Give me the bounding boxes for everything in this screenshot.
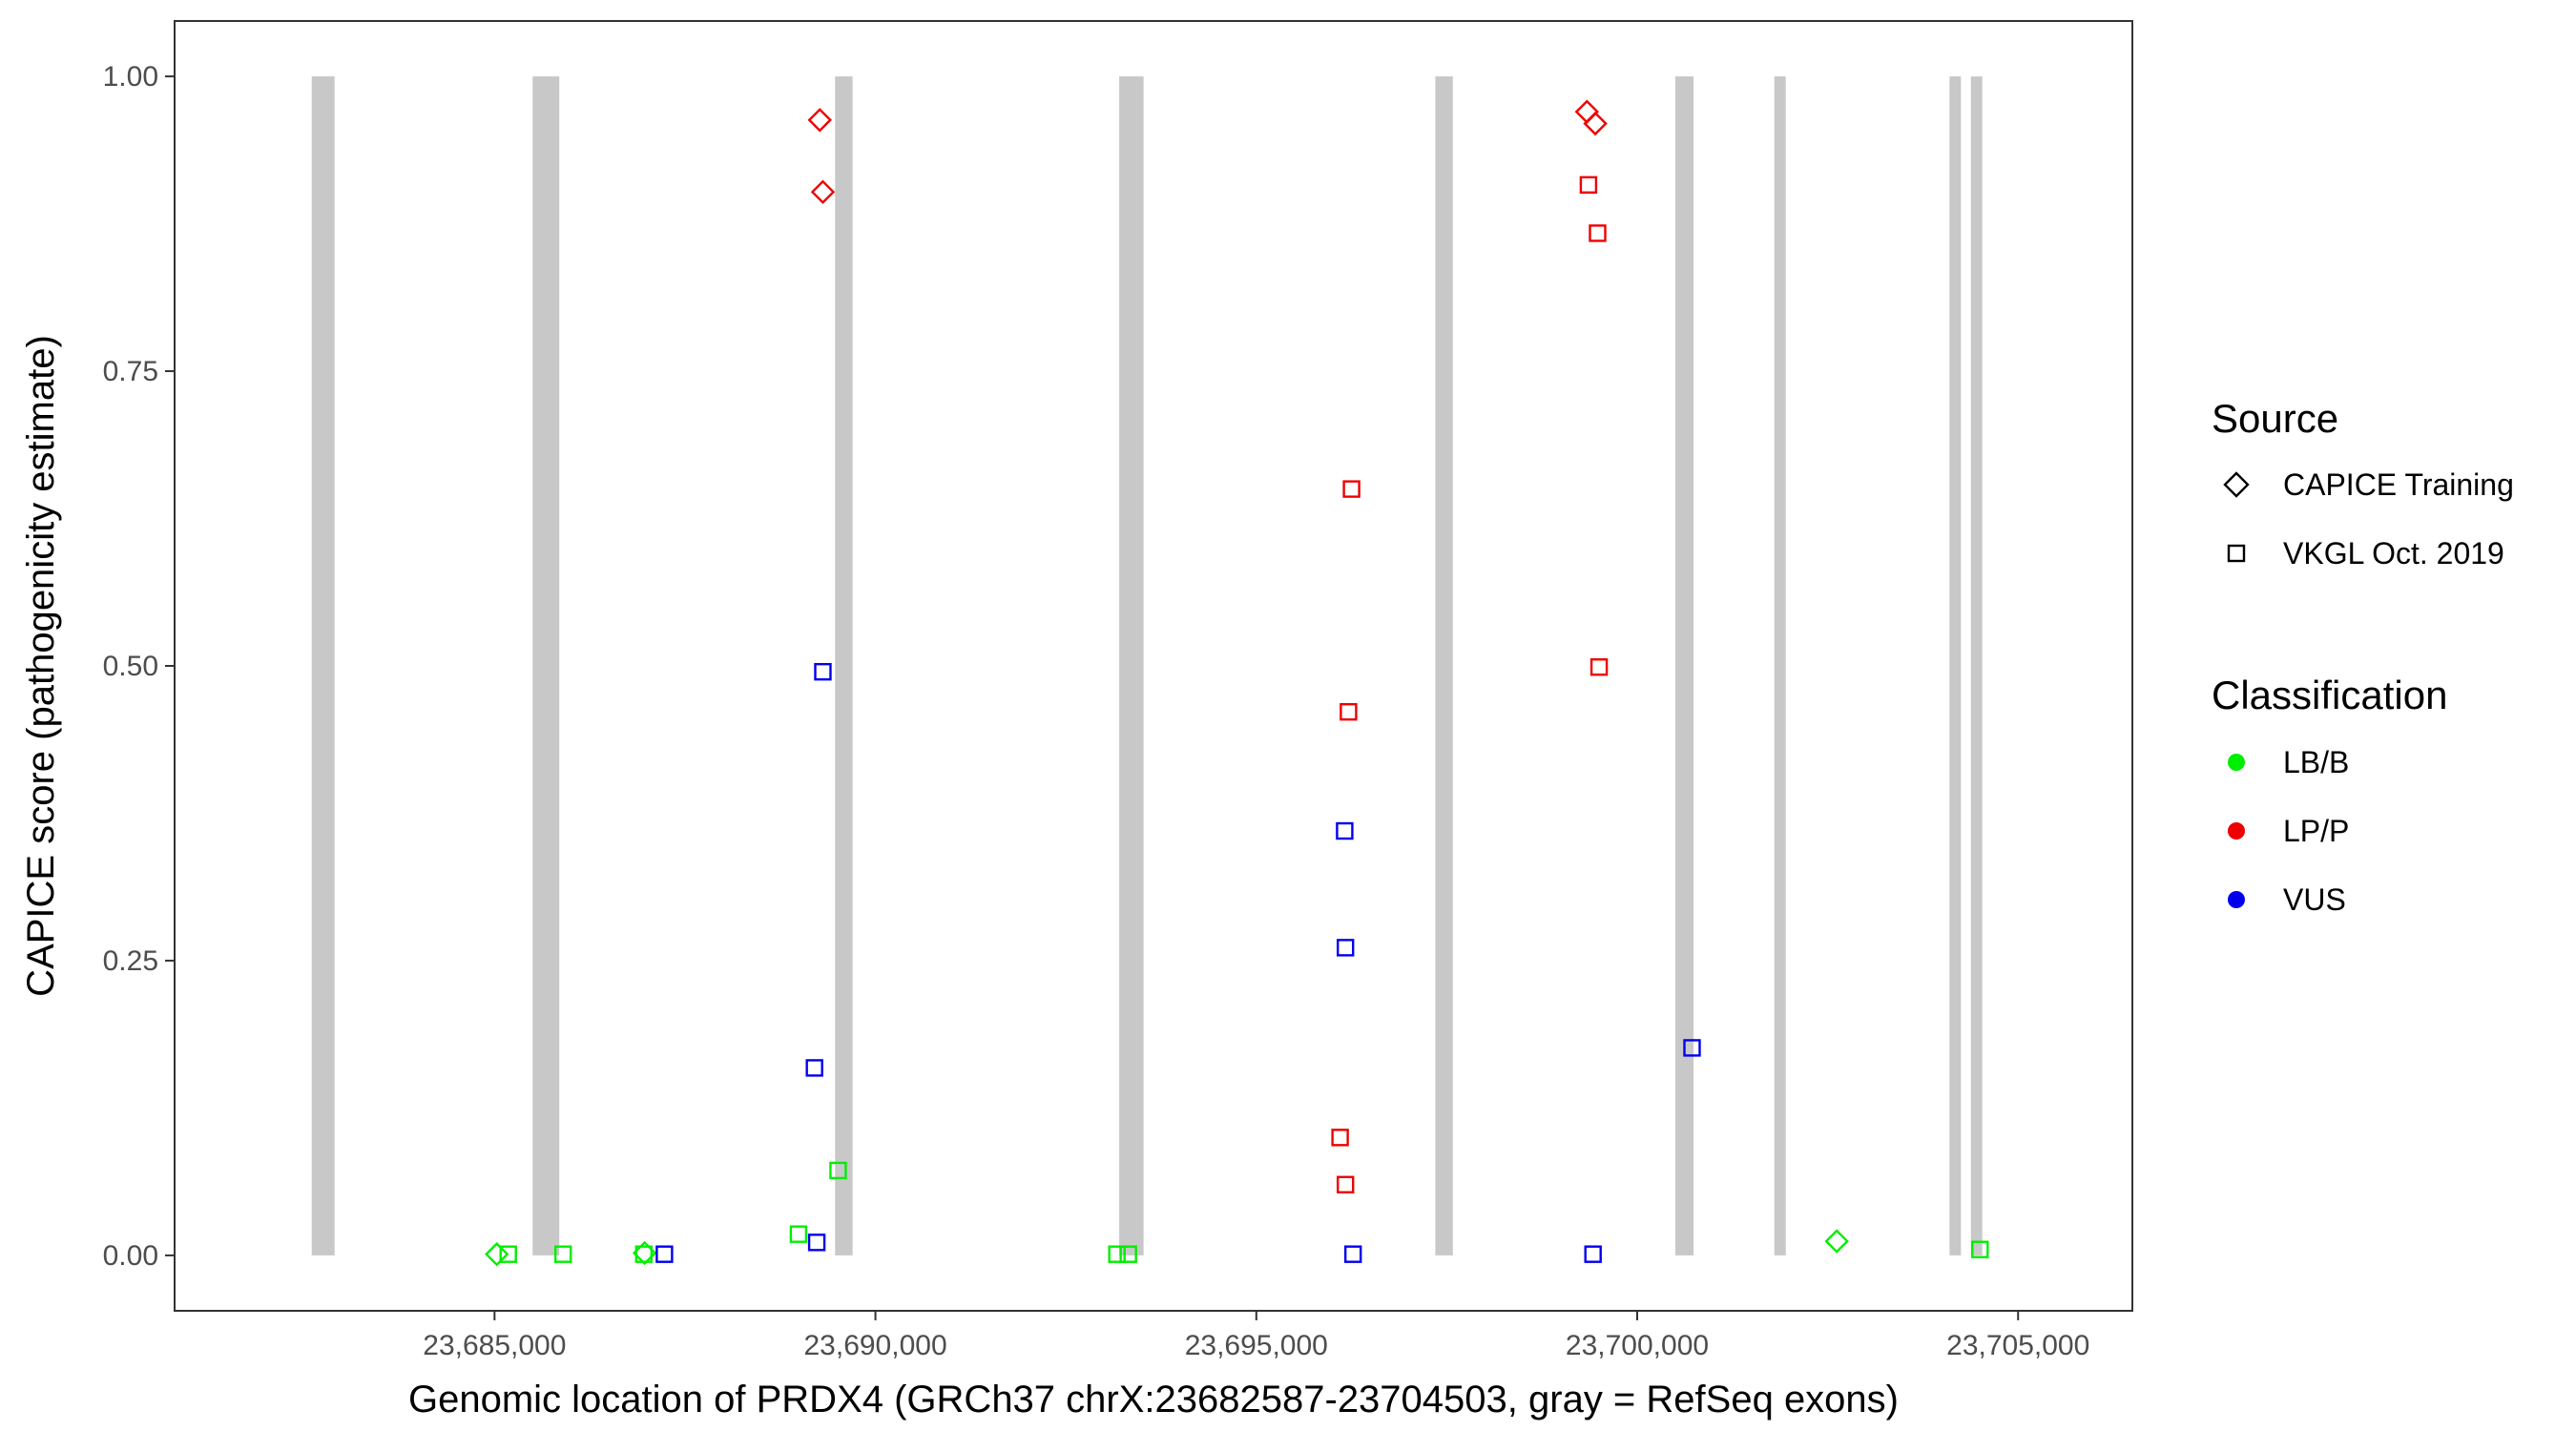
- data-point-square: [1971, 1240, 1989, 1258]
- legend-source-entry-vkgl: VKGL Oct. 2019: [2283, 536, 2504, 570]
- data-point-square: [829, 1161, 847, 1180]
- data-point-square: [1343, 1245, 1362, 1263]
- exon-bar-3: [835, 76, 853, 1255]
- exon-bar-2: [532, 76, 560, 1255]
- legend-class-title: Classification: [2212, 673, 2447, 717]
- data-point-square: [1683, 1039, 1701, 1057]
- y-tick-label: 1.00: [103, 61, 158, 93]
- plot-panel-border: [174, 20, 2133, 1312]
- exon-bar-4: [1119, 76, 1144, 1255]
- exon-layer: [311, 76, 1983, 1255]
- x-tick-label: 23,700,000: [1566, 1330, 1709, 1361]
- exon-bar-5: [1435, 76, 1453, 1255]
- data-point-square: [814, 662, 832, 681]
- data-point-diamond: [810, 179, 836, 204]
- data-point-square: [1337, 939, 1355, 957]
- legend-class-entry-lbb: LB/B: [2283, 745, 2349, 779]
- x-axis: 23,685,000 23,690,000 23,695,000 23,700,000…: [423, 1311, 2089, 1361]
- data-point-square: [1331, 1129, 1349, 1147]
- y-tick-label: 0.25: [103, 945, 158, 977]
- data-point-square: [1589, 658, 1609, 676]
- data-point-diamond: [1574, 99, 1600, 124]
- legend-class-entry-lpp: LP/P: [2283, 814, 2349, 848]
- legend-square-icon: [2227, 544, 2246, 563]
- data-point-square: [1340, 702, 1358, 721]
- data-point-square: [655, 1245, 674, 1263]
- x-axis-title: Genomic location of PRDX4 (GRCh37 chrX:2…: [408, 1379, 1899, 1421]
- data-point-square: [807, 1234, 826, 1252]
- y-tick-label: 0.75: [103, 356, 158, 387]
- data-point-diamond: [807, 108, 832, 133]
- exon-bar-7: [1774, 76, 1786, 1255]
- data-point-square: [634, 1245, 654, 1263]
- data-point-square: [499, 1245, 517, 1263]
- data-point-square: [1584, 1245, 1602, 1263]
- legend-vus-dot-icon: [2228, 891, 2245, 908]
- data-point-square: [1337, 1175, 1355, 1193]
- data-point-square: [805, 1059, 823, 1077]
- x-tick-label: 23,685,000: [423, 1330, 566, 1361]
- y-axis: 0.00 0.25 0.50 0.75 1.00: [103, 61, 175, 1272]
- y-axis-title: CAPICE score (pathogenicity estimate): [20, 335, 62, 997]
- data-point-square: [1336, 821, 1354, 840]
- y-tick-label: 0.00: [103, 1240, 158, 1272]
- data-point-square: [789, 1225, 808, 1243]
- x-tick-label: 23,705,000: [1946, 1330, 2089, 1361]
- legend-lbb-dot-icon: [2228, 754, 2245, 771]
- legend-class-entry-vus: VUS: [2283, 882, 2346, 917]
- y-tick-label: 0.50: [103, 651, 158, 682]
- data-point-diamond: [1824, 1229, 1849, 1254]
- legend: Source CAPICE Training VKGL Oct. 2019 Cl…: [2212, 396, 2514, 917]
- legend-diamond-icon: [2223, 471, 2250, 498]
- data-point-square: [1589, 224, 1607, 242]
- data-point-diamond: [485, 1241, 509, 1267]
- exon-bar-6: [1674, 76, 1694, 1255]
- legend-source-entry-capice: CAPICE Training: [2283, 467, 2514, 502]
- data-point-square: [1108, 1245, 1126, 1263]
- data-point-square: [1342, 480, 1361, 498]
- x-tick-label: 23,690,000: [803, 1330, 946, 1361]
- data-point-diamond: [1583, 111, 1608, 136]
- exon-bar-1: [311, 76, 335, 1255]
- legend-lpp-dot-icon: [2228, 822, 2245, 840]
- data-point-square: [1579, 176, 1598, 194]
- data-point-square: [554, 1245, 572, 1263]
- x-tick-label: 23,695,000: [1185, 1330, 1328, 1361]
- point-layer: [485, 99, 1989, 1267]
- data-point-square: [1119, 1245, 1137, 1263]
- exon-bar-8: [1949, 76, 1962, 1255]
- exon-bar-9: [1970, 76, 1983, 1255]
- legend-source-title: Source: [2212, 396, 2338, 441]
